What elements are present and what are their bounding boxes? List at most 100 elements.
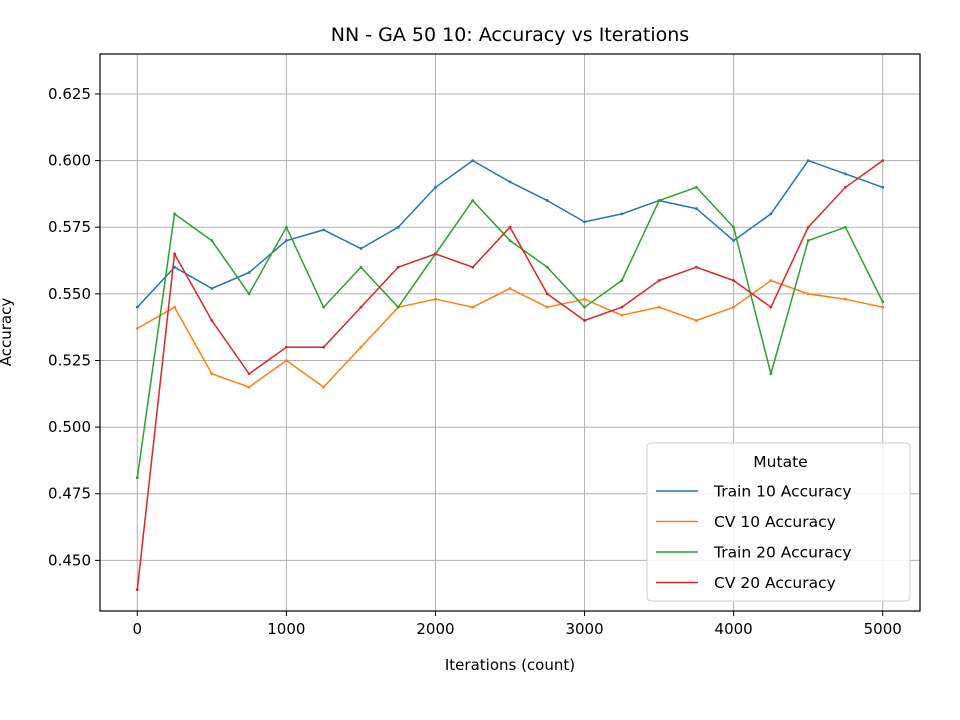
data-point — [694, 319, 698, 322]
data-point — [471, 265, 475, 269]
data-point — [583, 297, 586, 301]
data-point — [284, 225, 288, 229]
data-point — [471, 199, 475, 202]
data-point — [359, 265, 363, 269]
data-point — [359, 305, 363, 309]
data-point — [657, 199, 661, 202]
legend-title: Mutate — [753, 453, 807, 471]
data-point — [732, 239, 736, 242]
data-point — [396, 225, 400, 229]
data-point — [844, 172, 847, 176]
data-point — [806, 292, 810, 296]
data-point — [135, 476, 139, 480]
data-point — [173, 212, 176, 216]
data-point — [844, 185, 847, 189]
data-point — [247, 292, 251, 296]
data-point — [471, 159, 475, 163]
data-point — [769, 305, 773, 309]
data-point — [284, 359, 288, 362]
data-point — [247, 385, 251, 389]
x-tick-label: 2000 — [416, 620, 454, 638]
data-point — [620, 313, 624, 317]
data-point — [881, 305, 885, 309]
y-tick-label: 0.600 — [48, 152, 91, 170]
data-point — [732, 305, 736, 309]
y-tick-label: 0.525 — [48, 351, 91, 369]
grid — [100, 54, 920, 611]
legend: Mutate Train 10 Accuracy CV 10 Accuracy Tra… — [646, 442, 911, 602]
data-point — [844, 225, 847, 229]
data-point — [694, 185, 698, 189]
data-point — [434, 297, 437, 301]
data-point — [359, 345, 363, 349]
data-point — [210, 372, 214, 376]
x-axis-label: Iterations (count) — [445, 656, 575, 674]
data-point — [247, 271, 251, 274]
data-point — [545, 292, 549, 296]
data-point — [806, 239, 810, 242]
x-tick-label: 0 — [132, 620, 142, 638]
legend-box — [646, 442, 911, 602]
data-point — [583, 220, 586, 224]
data-point — [508, 225, 512, 229]
data-point — [769, 372, 773, 376]
y-tick-label: 0.625 — [48, 85, 91, 103]
data-point — [694, 207, 698, 210]
data-point — [732, 225, 736, 229]
series-lines — [135, 159, 885, 592]
data-point — [806, 159, 810, 163]
plot-frame — [99, 53, 921, 612]
data-point — [694, 265, 698, 269]
data-point — [583, 305, 586, 309]
y-tick-label: 0.550 — [48, 285, 91, 303]
x-tick-label: 4000 — [715, 620, 753, 638]
data-point — [322, 345, 326, 349]
legend-entry: Train 20 Accuracy — [713, 544, 852, 562]
y-tick-label: 0.475 — [48, 485, 91, 503]
data-point — [135, 588, 139, 592]
data-point — [844, 297, 847, 301]
axis-ticks: 0 1000 2000 3000 4000 5000 0.450 0.475 0.500 0.52… — [48, 85, 902, 638]
data-point — [583, 319, 586, 322]
data-point — [769, 212, 773, 216]
data-point — [508, 239, 512, 242]
series-line — [136, 186, 884, 478]
data-point — [769, 279, 773, 282]
data-point — [620, 212, 624, 216]
data-point — [657, 279, 661, 282]
y-tick-label: 0.450 — [48, 551, 91, 569]
x-tick-label: 5000 — [864, 620, 902, 638]
data-point — [508, 287, 512, 290]
data-point — [247, 372, 251, 376]
data-point — [284, 345, 288, 349]
data-point — [545, 265, 549, 269]
data-point — [322, 385, 326, 389]
legend-entry: Train 10 Accuracy — [713, 483, 852, 501]
data-point — [135, 305, 139, 309]
data-point — [881, 300, 885, 304]
chart-title: NN - GA 50 10: Accuracy vs Iterations — [331, 24, 689, 46]
data-point — [545, 199, 549, 202]
data-point — [508, 180, 512, 184]
data-point — [620, 279, 624, 282]
data-point — [210, 239, 214, 242]
data-point — [471, 305, 475, 309]
data-point — [881, 185, 885, 189]
data-point — [434, 185, 437, 189]
y-tick-label: 0.500 — [48, 418, 91, 436]
data-point — [657, 305, 661, 309]
data-point — [620, 305, 624, 309]
x-tick-label: 3000 — [565, 620, 603, 638]
data-point — [173, 252, 176, 256]
data-point — [545, 305, 549, 309]
data-point — [396, 305, 400, 309]
data-point — [881, 159, 885, 163]
y-tick-label: 0.575 — [48, 218, 91, 236]
data-point — [434, 252, 437, 256]
data-point — [732, 279, 736, 282]
data-point — [135, 327, 139, 330]
data-point — [284, 239, 288, 242]
x-tick-label: 1000 — [267, 620, 305, 638]
data-point — [359, 247, 363, 250]
